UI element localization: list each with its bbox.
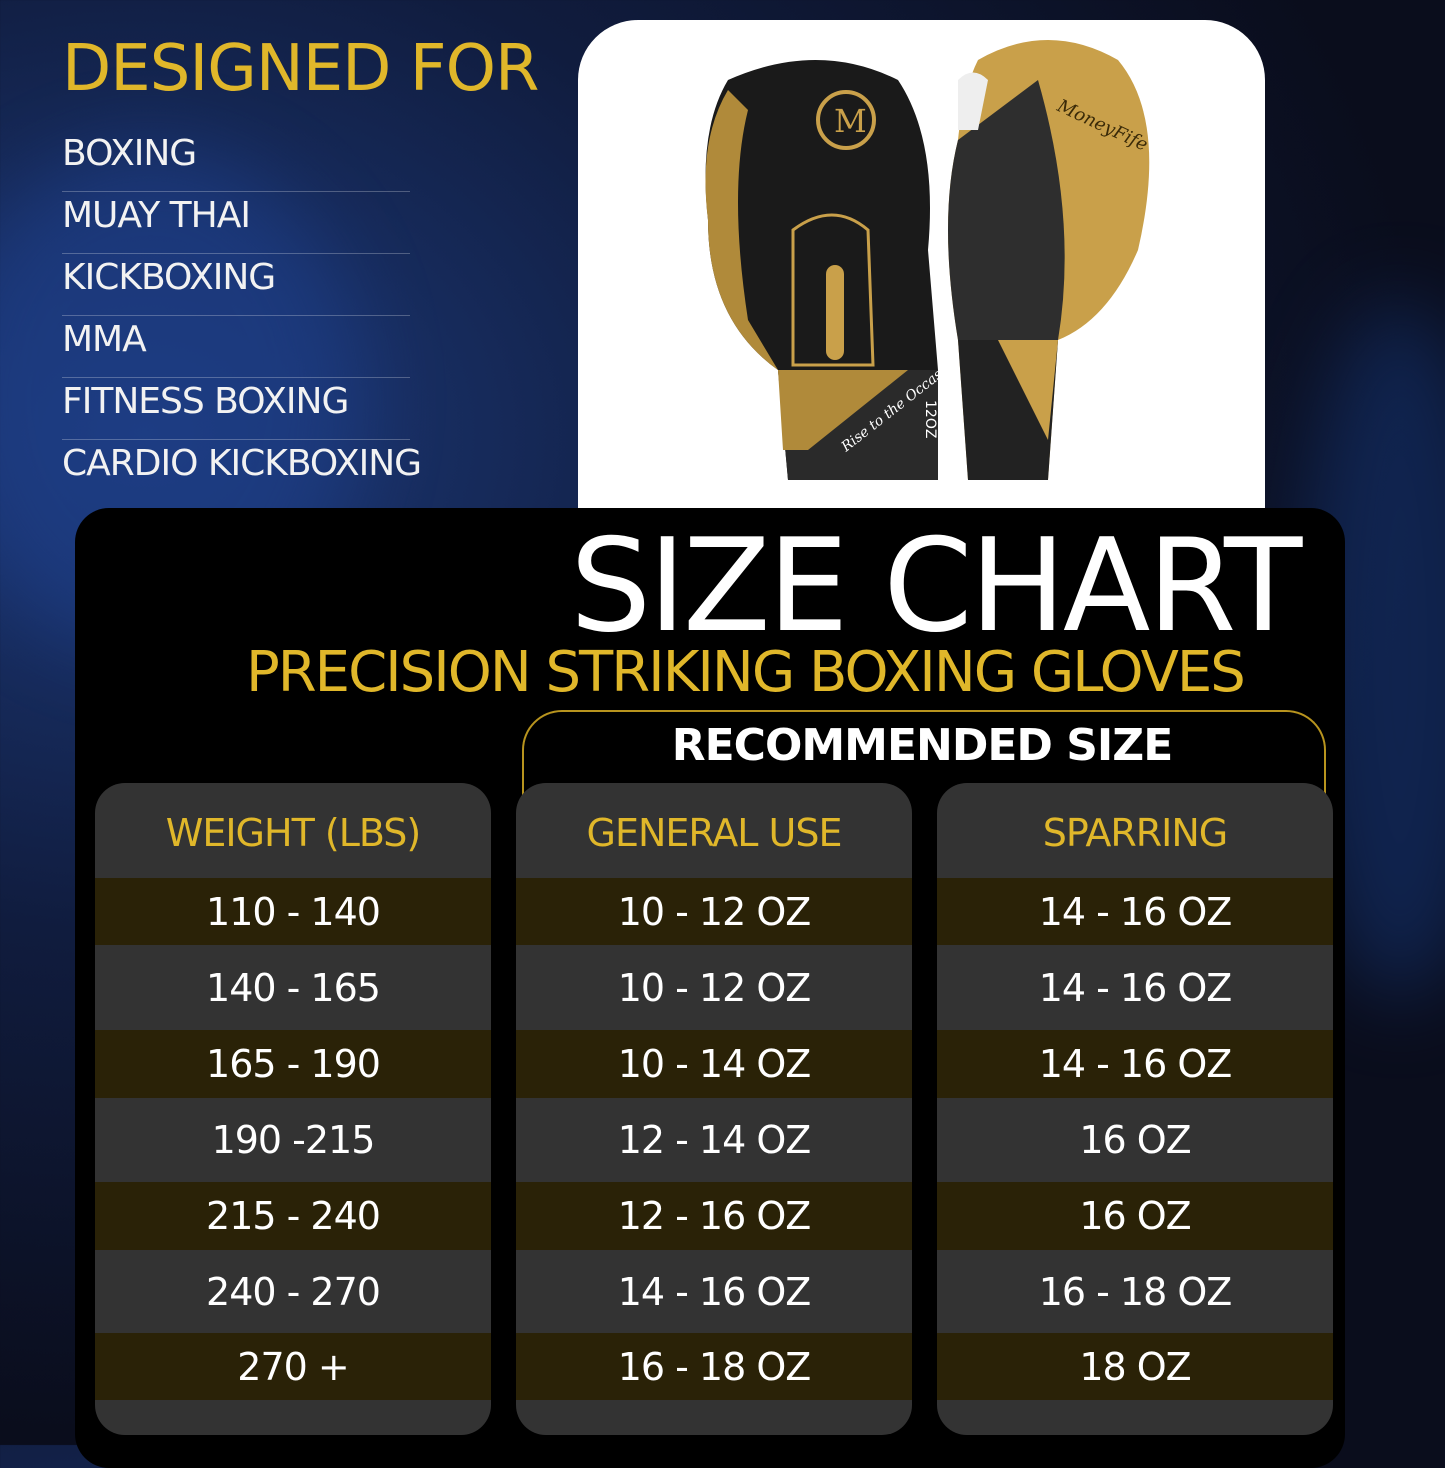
column-header: GENERAL USE [586, 811, 843, 855]
recommended-size-frame [522, 710, 1326, 802]
use-item: CARDIO KICKBOXING [62, 443, 422, 484]
table-cell: 14 - 16 OZ [617, 1269, 812, 1314]
table-cell: 16 OZ [937, 1182, 1333, 1250]
use-item: MMA [62, 316, 410, 378]
table-cell: 270 + [95, 1333, 491, 1400]
table-cell: 14 - 16 OZ [937, 878, 1333, 945]
table-cell: 140 - 165 [206, 965, 381, 1010]
table-cell: 16 OZ [1079, 1118, 1191, 1162]
table-cell: 16 - 18 OZ [1038, 1269, 1233, 1314]
table-cell: 165 - 190 [95, 1030, 491, 1098]
table-cell: 215 - 240 [95, 1182, 491, 1250]
use-item: MUAY THAI [62, 192, 410, 254]
table-cell: 14 - 16 OZ [937, 1030, 1333, 1098]
boxing-gloves-image: M Rise to the Occasion 12OZ MoneyFife [705, 40, 1151, 480]
table-cell: 14 - 16 OZ [1038, 965, 1233, 1010]
column-header: SPARRING [1042, 811, 1229, 855]
size-chart-subtitle: PRECISION STRIKING BOXING GLOVES [246, 640, 1246, 705]
table-cell: 10 - 12 OZ [617, 965, 812, 1010]
table-cell: 12 - 16 OZ [516, 1182, 912, 1250]
glove-logo-text: M [834, 102, 867, 140]
recommended-size-label: RECOMMENDED SIZE [671, 720, 1174, 771]
table-cell: 10 - 12 OZ [516, 878, 912, 945]
glove-weight-text: 12OZ [922, 400, 938, 438]
use-item: BOXING [62, 130, 410, 192]
use-item: KICKBOXING [62, 254, 410, 316]
table-cell: 10 - 14 OZ [516, 1030, 912, 1098]
column-header: WEIGHT (LBS) [165, 811, 421, 855]
table-cell: 12 - 14 OZ [617, 1118, 812, 1162]
weight-column: WEIGHT (LBS) 110 - 140 140 - 165 165 - 1… [95, 783, 491, 1435]
use-item: FITNESS BOXING [62, 378, 410, 440]
product-photo: M Rise to the Occasion 12OZ MoneyFife [578, 20, 1265, 508]
table-cell: 16 - 18 OZ [516, 1333, 912, 1400]
table-cell: 18 OZ [937, 1333, 1333, 1400]
table-cell: 190 -215 [211, 1118, 376, 1162]
size-chart-title: SIZE CHART [570, 512, 1302, 661]
designed-for-list: BOXING MUAY THAI KICKBOXING MMA FITNESS … [62, 130, 422, 502]
sparring-column: SPARRING 14 - 16 OZ 14 - 16 OZ 14 - 16 O… [937, 783, 1333, 1435]
designed-for-heading: DESIGNED FOR [62, 32, 539, 106]
table-cell: 110 - 140 [95, 878, 491, 945]
table-cell: 240 - 270 [206, 1269, 381, 1314]
general-use-column: GENERAL USE 10 - 12 OZ 10 - 12 OZ 10 - 1… [516, 783, 912, 1435]
